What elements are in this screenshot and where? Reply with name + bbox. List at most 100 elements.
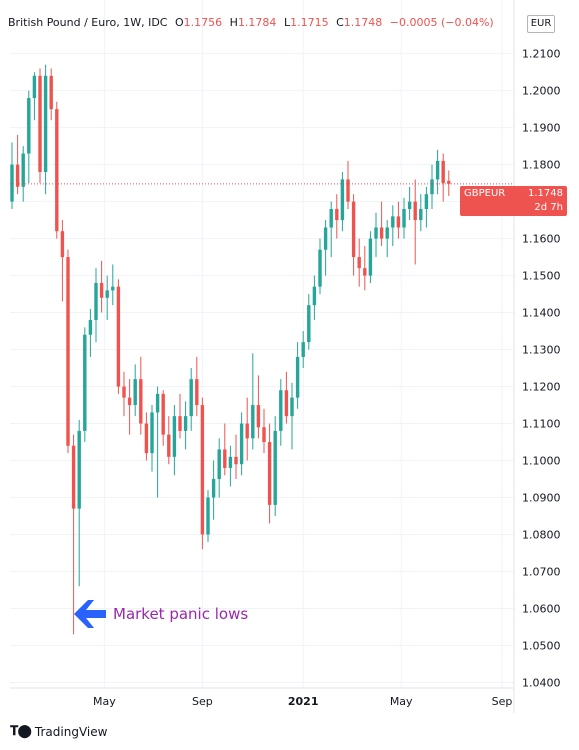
candle	[43, 64, 48, 195]
candle-body	[66, 257, 70, 446]
arrow-left-icon	[74, 600, 106, 628]
candle-body	[195, 379, 199, 406]
low-value: 1.1715	[290, 16, 329, 29]
candle-body	[363, 268, 367, 276]
candle-body	[55, 109, 59, 232]
candle-body	[256, 405, 261, 428]
candle	[88, 308, 93, 357]
candle	[396, 201, 401, 239]
candle-body	[189, 379, 193, 417]
candle	[217, 438, 221, 498]
candle	[21, 146, 25, 202]
candle	[419, 194, 423, 232]
candle-body	[239, 423, 244, 465]
high-label: H	[229, 16, 238, 29]
candle	[150, 405, 154, 472]
candle	[111, 264, 115, 306]
candle	[223, 423, 227, 476]
candle	[183, 401, 188, 450]
candle	[189, 368, 193, 431]
currency-button[interactable]: EUR	[527, 15, 555, 33]
bar-countdown: 2d 7h	[534, 202, 563, 213]
open-value: 1.1756	[183, 16, 223, 29]
candle	[139, 356, 143, 435]
candle-body	[251, 405, 255, 439]
candle-body	[217, 449, 221, 480]
candle	[99, 260, 104, 313]
candle-body	[155, 393, 160, 413]
candle	[38, 68, 42, 184]
candle	[346, 160, 350, 209]
candle-body	[211, 479, 216, 498]
candle-body	[105, 290, 109, 298]
candle-body	[21, 153, 25, 187]
candle	[402, 197, 406, 239]
annotation-text: Market panic lows	[113, 605, 249, 623]
candle-body	[312, 286, 317, 306]
candle-body	[228, 456, 233, 468]
candle-body	[77, 430, 81, 509]
candle	[267, 423, 272, 524]
candle	[357, 238, 361, 287]
candle	[116, 279, 121, 394]
candle	[49, 68, 53, 121]
candle-body	[49, 75, 53, 110]
candle	[413, 179, 417, 265]
candle-body	[144, 423, 149, 454]
candle-body	[374, 227, 378, 239]
candle-body	[351, 201, 356, 258]
candle-body	[419, 208, 423, 221]
x-axis[interactable]: May Sep 2021 May Sep	[93, 695, 512, 708]
candle	[363, 245, 367, 291]
candle-body	[385, 227, 389, 239]
candle	[447, 170, 451, 197]
candle	[66, 249, 70, 454]
candle-body	[99, 282, 104, 298]
candle-body	[323, 227, 328, 250]
candle-body	[290, 397, 294, 417]
last-price-value: 1.1748	[528, 188, 563, 199]
candle	[211, 460, 216, 520]
x-tick-label: Sep	[492, 695, 513, 708]
candle	[245, 397, 249, 461]
candle	[55, 101, 59, 239]
change-value: −0.0005 (−0.04%)	[389, 16, 494, 29]
y-tick-label: 1.2100	[522, 48, 561, 61]
candle	[391, 205, 395, 246]
candle-body	[116, 286, 121, 387]
candle-body	[441, 160, 445, 184]
y-axis[interactable]: 1.0400 1.0500 1.0600 1.0700 1.0800 1.0900 1.10…	[522, 48, 561, 690]
candle	[161, 390, 165, 446]
y-tick-label: 1.1200	[522, 381, 561, 394]
candle-body	[340, 179, 345, 221]
candle-body	[267, 442, 272, 505]
candle	[329, 201, 333, 258]
candle	[15, 135, 20, 195]
candle-body	[200, 405, 205, 535]
y-tick-label: 1.0900	[522, 492, 561, 505]
close-label: C	[336, 16, 344, 29]
grid	[10, 0, 514, 688]
brand-text: TradingView	[34, 724, 108, 739]
candle	[368, 231, 373, 283]
candle-body	[273, 430, 277, 505]
y-tick-label: 1.1400	[522, 307, 561, 320]
candle-body	[245, 423, 249, 439]
candle-body	[15, 164, 20, 187]
candle-body	[172, 416, 177, 457]
candle	[195, 356, 199, 417]
candle	[172, 405, 177, 476]
symbol-label: GBPEUR	[464, 188, 506, 199]
open-label: O	[174, 16, 184, 29]
candle-body	[379, 227, 384, 239]
candle	[290, 382, 294, 450]
y-tick-label: 1.1000	[522, 455, 561, 468]
tradingview-brand[interactable]: 𝐓⬤ TradingView	[10, 724, 107, 739]
y-tick-label: 1.0600	[522, 602, 561, 615]
candle-body	[71, 445, 76, 509]
candle	[60, 220, 65, 302]
candle	[200, 397, 205, 550]
candle	[279, 379, 283, 446]
candle	[430, 164, 434, 209]
